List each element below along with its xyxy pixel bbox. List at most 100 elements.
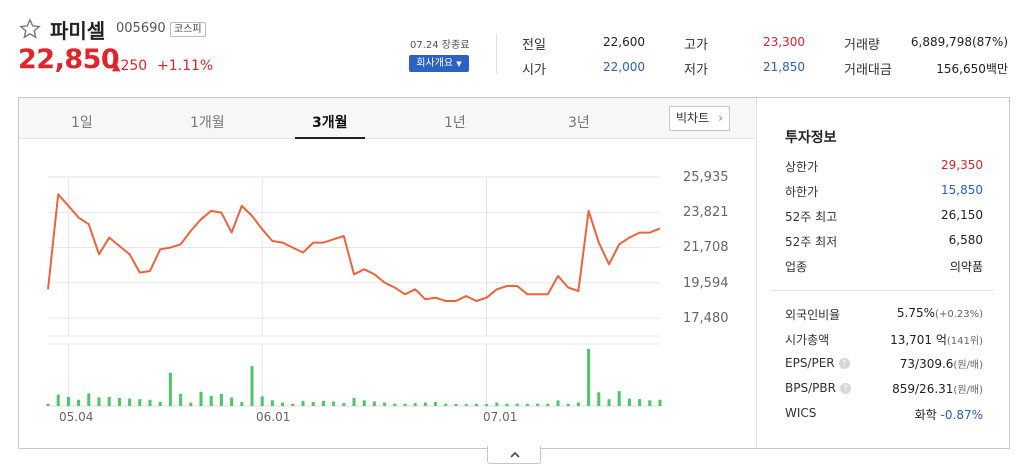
volume-bar: [648, 400, 652, 406]
volume-bar: [627, 398, 631, 406]
volume-bar: [77, 399, 81, 406]
big-chart-button[interactable]: 빅차트 ›: [669, 106, 730, 131]
wics-value[interactable]: 화학 -0.87%: [914, 408, 983, 422]
chevron-right-icon: ›: [718, 111, 723, 125]
info-label: 외국인비율: [785, 308, 841, 322]
help-icon[interactable]: ?: [839, 383, 851, 394]
investment-info-title: 투자정보: [785, 130, 837, 146]
volume-bar: [413, 403, 417, 406]
summary-label: 저가: [684, 63, 708, 78]
volume-bar: [240, 402, 244, 406]
volume-bar: [658, 399, 662, 406]
info-label: 업종: [785, 260, 808, 274]
volume-bar: [617, 391, 621, 406]
summary-label: 거래대금: [844, 63, 892, 78]
divider: [756, 98, 757, 448]
price-change: ▲250: [112, 58, 148, 74]
volume-bar: [270, 400, 274, 406]
volume-bar: [199, 391, 203, 406]
tab-1year[interactable]: 1년: [444, 115, 466, 131]
tab-3year[interactable]: 3년: [568, 115, 590, 131]
volume-bar: [352, 398, 356, 406]
volume-bar: [423, 402, 427, 406]
summary-label: 고가: [684, 38, 708, 53]
summary-value: 22,000: [603, 60, 645, 74]
price-change-percent: +1.11%: [157, 58, 214, 74]
divider: [496, 34, 497, 74]
volume-bar: [576, 402, 580, 406]
volume-bar: [219, 394, 223, 406]
info-label: 하한가: [785, 185, 819, 199]
volume-bar: [546, 403, 550, 406]
volume-bar: [107, 396, 111, 406]
volume-bar: [179, 394, 183, 406]
volume-bar: [638, 399, 642, 406]
divider: [770, 290, 994, 291]
chevron-up-icon: [510, 451, 520, 458]
volume-bar: [230, 397, 234, 406]
volume-bar: [525, 403, 529, 406]
bps-pbr-value: 859/26.31(원/배): [892, 382, 983, 396]
help-icon[interactable]: ?: [838, 358, 850, 369]
stock-name: 파미셀: [50, 19, 106, 43]
volume-bar: [66, 396, 70, 406]
volume-bar: [321, 400, 325, 406]
active-tab-indicator: [295, 137, 365, 139]
volume-bar: [332, 401, 336, 406]
volume-bar: [434, 402, 438, 406]
volume-bar: [485, 404, 489, 406]
summary-label: 거래량: [844, 38, 880, 53]
52w-high-value: 26,150: [941, 208, 983, 222]
tab-3month[interactable]: 3개월: [312, 115, 348, 131]
volume-bar: [362, 400, 366, 406]
lower-limit-value: 15,850: [941, 183, 983, 197]
volume-bar: [505, 403, 509, 406]
foreign-ratio-value: 5.75%(+0.23%): [896, 306, 983, 320]
volume-bar: [587, 349, 591, 406]
volume-bar: [597, 392, 601, 406]
company-overview-button[interactable]: 회사개요 ▼: [409, 55, 469, 72]
volume-bar: [464, 404, 468, 406]
summary-value: 21,850: [763, 60, 805, 74]
volume-bar: [444, 403, 448, 406]
info-label: 시가총액: [785, 333, 830, 347]
volume-bar: [209, 395, 213, 406]
market-badge: 코스피: [170, 22, 206, 37]
favorite-star-icon[interactable]: [19, 18, 41, 40]
eps-per-value: 73/309.6(원/배): [899, 357, 983, 371]
volume-bar: [138, 399, 142, 406]
tab-1month[interactable]: 1개월: [190, 115, 225, 131]
y-tick-label: 17,480: [683, 311, 729, 326]
info-label: WICS: [785, 406, 817, 420]
info-label: EPS/PER?: [785, 356, 850, 370]
volume-bar: [403, 403, 407, 406]
volume-bar: [148, 399, 152, 406]
sector-value: 의약품: [949, 260, 983, 274]
volume-bar: [260, 396, 264, 406]
y-tick-label: 21,708: [683, 240, 729, 255]
market-cap-value: 13,701 억(141위): [890, 333, 983, 347]
caret-down-icon: ▼: [456, 60, 462, 68]
collapse-panel-button[interactable]: [487, 446, 541, 464]
summary-value: 156,650백만: [936, 62, 1008, 76]
volume-bar: [301, 400, 305, 406]
volume-bar: [56, 394, 60, 406]
tab-1day[interactable]: 1일: [71, 115, 93, 131]
volume-bar: [168, 372, 172, 406]
volume-bar: [495, 402, 499, 406]
volume-bar: [536, 403, 540, 406]
market-close-label: 07.24 장종료: [410, 40, 470, 51]
summary-label: 시가: [522, 63, 546, 78]
volume-bar: [372, 401, 376, 406]
summary-value: 23,300: [763, 35, 805, 49]
upper-limit-value: 29,350: [941, 158, 983, 172]
volume-bar: [189, 402, 193, 406]
x-tick-label: 06.01: [256, 410, 291, 424]
current-price: 22,850: [18, 44, 120, 75]
volume-bar: [291, 403, 295, 406]
volume-bar: [128, 398, 132, 406]
volume-bar: [474, 403, 478, 406]
volume-bar: [311, 402, 315, 406]
y-tick-label: 25,935: [683, 170, 729, 185]
